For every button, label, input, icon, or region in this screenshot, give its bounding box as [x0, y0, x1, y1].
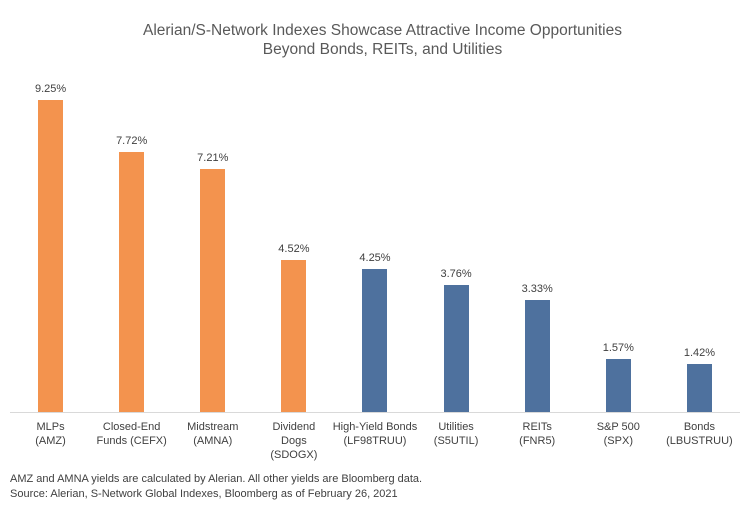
bar: [362, 269, 388, 412]
bar: [119, 152, 145, 412]
x-axis-label-cell: S&P 500 (SPX): [578, 420, 659, 470]
bar: [281, 260, 307, 412]
bar-column: 4.52%: [253, 78, 334, 412]
bar-column: 1.57%: [578, 78, 659, 412]
bar: [443, 285, 469, 412]
bar: [200, 169, 226, 412]
x-axis-label-cell: MLPs (AMZ): [10, 420, 91, 470]
bar-value-label: 1.42%: [683, 347, 716, 359]
footnotes: AMZ and AMNA yields are calculated by Al…: [10, 472, 422, 502]
x-axis-label-cell: High-Yield Bonds (LF98TRUU): [333, 420, 418, 470]
x-axis-label-cell: Bonds (LBUSTRUU): [659, 420, 740, 470]
x-axis-label-cell: Midstream (AMNA): [172, 420, 253, 470]
chart-title-line-2: Beyond Bonds, REITs, and Utilities: [262, 41, 503, 58]
bar-value-label: 3.33%: [521, 283, 553, 295]
bars-plot-area: 9.25% 7.72% 7.21% 4.52% 4.25% 3.76% 3.33% 1.57%…: [10, 78, 740, 412]
bar: [38, 100, 64, 412]
x-axis-label: Closed-End Funds (CEFX): [96, 421, 167, 447]
bar-column: 1.42%: [659, 78, 740, 412]
bar-column: 3.76%: [416, 78, 497, 412]
x-axis-label: Dividend Dogs (SDOGX): [270, 421, 318, 461]
bar-column: 9.25%: [10, 78, 91, 412]
x-axis-label: S&P 500 (SPX): [596, 421, 640, 447]
bar-column: 7.72%: [91, 78, 172, 412]
chart-title: Alerian/S-Network Indexes Showcase Attra…: [15, 21, 750, 59]
bar: [524, 300, 550, 412]
bar-value-label: 1.57%: [602, 342, 634, 354]
bar: [605, 359, 631, 412]
bar-column: 3.33%: [497, 78, 578, 412]
bar: [686, 364, 712, 412]
x-axis-label-cell: Closed-End Funds (CEFX): [91, 420, 172, 470]
x-axis-labels: MLPs (AMZ) Closed-End Funds (CEFX) Midstre…: [10, 420, 740, 470]
bar-column: 7.21%: [172, 78, 253, 412]
bar-value-label: 4.25%: [359, 252, 391, 264]
bar-value-label: 7.72%: [116, 135, 148, 147]
bar-value-label: 4.52%: [278, 243, 310, 255]
bar-column: 4.25%: [334, 78, 415, 412]
x-axis-label: High-Yield Bonds (LF98TRUU): [332, 421, 418, 447]
x-axis-label-cell: REITs (FNR5): [497, 420, 578, 470]
x-axis-label: Utilities (S5UTIL): [433, 421, 479, 447]
footnote-note: AMZ and AMNA yields are calculated by Al…: [10, 473, 423, 485]
bar-value-label: 3.76%: [440, 268, 472, 280]
footnote-source: Source: Alerian, S-Network Global Indexe…: [10, 488, 398, 500]
x-axis-label: Bonds (LBUSTRUU): [666, 421, 733, 447]
x-axis-label-cell: Dividend Dogs (SDOGX): [253, 420, 334, 470]
x-axis-line: [10, 412, 740, 413]
chart-title-line-1: Alerian/S-Network Indexes Showcase Attra…: [142, 22, 622, 39]
x-axis-label: Midstream (AMNA): [187, 421, 239, 447]
x-axis-label: MLPs (AMZ): [35, 421, 66, 447]
bar-value-label: 7.21%: [197, 152, 229, 164]
x-axis-label: REITs (FNR5): [519, 421, 556, 447]
x-axis-label-cell: Utilities (S5UTIL): [416, 420, 497, 470]
bar-value-label: 9.25%: [34, 83, 67, 95]
